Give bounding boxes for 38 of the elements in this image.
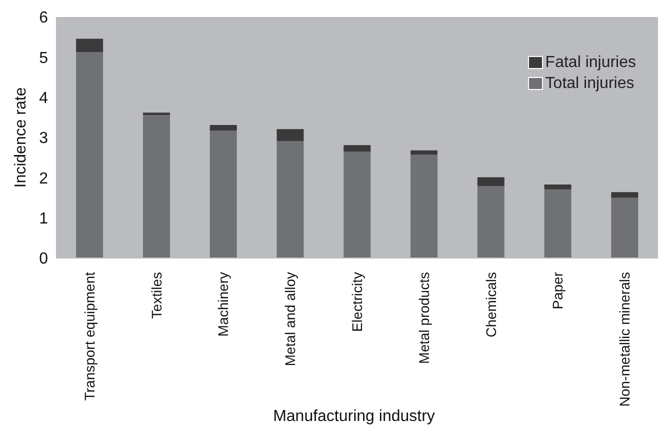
x-tick-label: Metal products [416, 272, 432, 364]
bar [410, 150, 438, 155]
y-tick-label: 6 [39, 10, 48, 27]
bar [276, 141, 304, 258]
bar [344, 145, 371, 152]
legend-label: Fatal injuries [545, 53, 636, 73]
bar [544, 189, 572, 258]
bar [477, 177, 504, 186]
y-tick-label: 2 [39, 170, 48, 188]
bar [477, 186, 504, 258]
x-tick-label: Metal and alloy [282, 272, 298, 366]
x-tick-label: Transport equipment [81, 272, 98, 401]
bar [611, 198, 638, 258]
bar [76, 52, 104, 258]
x-tick-label: Non-metallic minerals [616, 272, 633, 407]
y-tick-label: 1 [39, 210, 48, 228]
x-axis-title: Manufacturing industry [272, 408, 436, 426]
x-tick-label: Electricity [349, 272, 365, 332]
x-tick-label: Paper [550, 272, 566, 310]
x-tick-label: Chemicals [482, 272, 499, 338]
y-axis-title: Incidence rate [12, 87, 30, 188]
legend-label: Total injuries [545, 74, 634, 94]
x-tick-label: Textiles [148, 272, 164, 319]
y-tick-label: 4 [39, 90, 48, 108]
y-tick-label: 0 [39, 250, 48, 268]
x-tick-label: Machinery [215, 272, 232, 337]
bar [210, 125, 237, 131]
bar [276, 129, 304, 142]
bar [210, 130, 237, 258]
y-tick-label: 5 [39, 50, 48, 67]
bar [142, 115, 170, 258]
bar [611, 192, 638, 198]
bar [76, 38, 104, 52]
bar [544, 184, 572, 190]
bar [344, 152, 371, 258]
y-tick-label: 3 [39, 130, 48, 148]
bar [410, 154, 438, 258]
bar [142, 112, 170, 116]
